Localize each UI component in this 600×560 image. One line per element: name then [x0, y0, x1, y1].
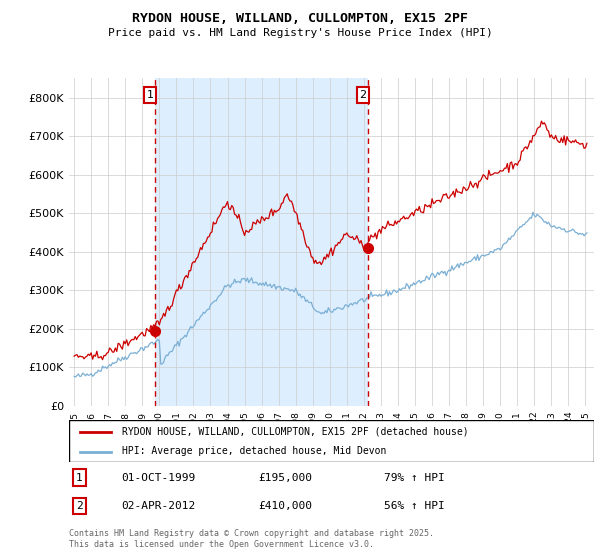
Text: 56% ↑ HPI: 56% ↑ HPI	[384, 501, 445, 511]
Text: HPI: Average price, detached house, Mid Devon: HPI: Average price, detached house, Mid …	[121, 446, 386, 456]
Bar	[155, 78, 368, 406]
Text: 2: 2	[76, 501, 83, 511]
Text: Price paid vs. HM Land Registry's House Price Index (HPI): Price paid vs. HM Land Registry's House …	[107, 28, 493, 38]
Text: 02-APR-2012: 02-APR-2012	[121, 501, 196, 511]
FancyBboxPatch shape	[69, 420, 594, 462]
Text: £195,000: £195,000	[258, 473, 312, 483]
Text: 2: 2	[359, 90, 367, 100]
Text: 1: 1	[76, 473, 83, 483]
Text: 1: 1	[146, 90, 154, 100]
Text: £410,000: £410,000	[258, 501, 312, 511]
Text: RYDON HOUSE, WILLAND, CULLOMPTON, EX15 2PF (detached house): RYDON HOUSE, WILLAND, CULLOMPTON, EX15 2…	[121, 427, 468, 437]
Text: RYDON HOUSE, WILLAND, CULLOMPTON, EX15 2PF: RYDON HOUSE, WILLAND, CULLOMPTON, EX15 2…	[132, 12, 468, 25]
Text: Contains HM Land Registry data © Crown copyright and database right 2025.
This d: Contains HM Land Registry data © Crown c…	[69, 529, 434, 549]
Text: 01-OCT-1999: 01-OCT-1999	[121, 473, 196, 483]
Text: 79% ↑ HPI: 79% ↑ HPI	[384, 473, 445, 483]
